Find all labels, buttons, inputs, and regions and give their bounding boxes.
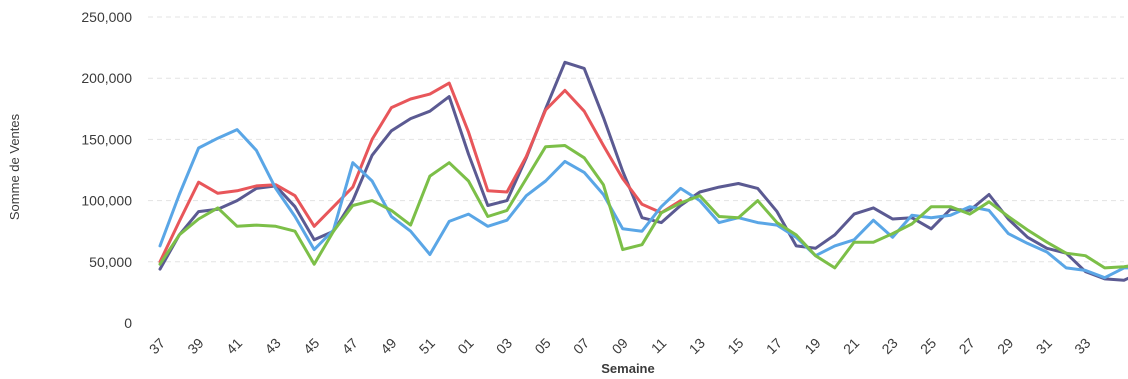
x-axis-ticks: 37 39 41 43 45 47 49 51 01 03 05 07 09 11 13 15 17 19 21 23… (146, 335, 1094, 357)
series-line-4 (158, 144, 1128, 270)
x-tick-label: 49 (377, 335, 399, 357)
x-tick-label: 29 (994, 335, 1016, 357)
x-axis-title: Semaine (601, 361, 654, 376)
x-tick-label: 51 (416, 335, 438, 357)
x-tick-label: 39 (184, 335, 206, 357)
x-tick-label: 25 (917, 335, 939, 357)
y-tick-label: 200,000 (81, 70, 132, 86)
x-tick-label: 11 (648, 335, 670, 357)
y-tick-label: 50,000 (89, 254, 132, 270)
x-tick-label: 45 (300, 335, 322, 357)
y-tick-label: 100,000 (81, 193, 132, 209)
x-tick-label: 17 (763, 335, 785, 357)
series-lines (158, 60, 1128, 282)
series-line-2 (158, 81, 683, 264)
x-tick-label: 15 (724, 335, 746, 357)
y-tick-label: 0 (124, 315, 132, 331)
x-tick-label: 19 (801, 335, 823, 357)
x-tick-label: 03 (493, 335, 515, 357)
x-tick-label: 27 (956, 335, 978, 357)
gridlines (148, 16, 1124, 263)
y-tick-label: 250,000 (81, 9, 132, 25)
x-tick-label: 07 (570, 335, 592, 357)
x-tick-label: 01 (454, 335, 476, 357)
y-tick-label: 150,000 (81, 131, 132, 147)
x-tick-label: 09 (609, 335, 631, 357)
x-tick-label: 05 (531, 335, 553, 357)
y-axis-ticks: 0 50,000 100,000 150,000 200,000 250,000 (81, 9, 132, 331)
x-tick-label: 43 (261, 335, 283, 357)
x-tick-label: 21 (840, 335, 862, 357)
x-tick-label: 47 (339, 335, 361, 357)
x-tick-label: 13 (686, 335, 708, 357)
x-tick-label: 31 (1033, 335, 1055, 357)
y-axis-title: Somme de Ventes (7, 113, 22, 220)
x-tick-label: 37 (146, 335, 168, 357)
x-tick-label: 23 (878, 335, 900, 357)
x-tick-label: 41 (223, 335, 245, 357)
x-tick-label: 33 (1071, 335, 1093, 357)
